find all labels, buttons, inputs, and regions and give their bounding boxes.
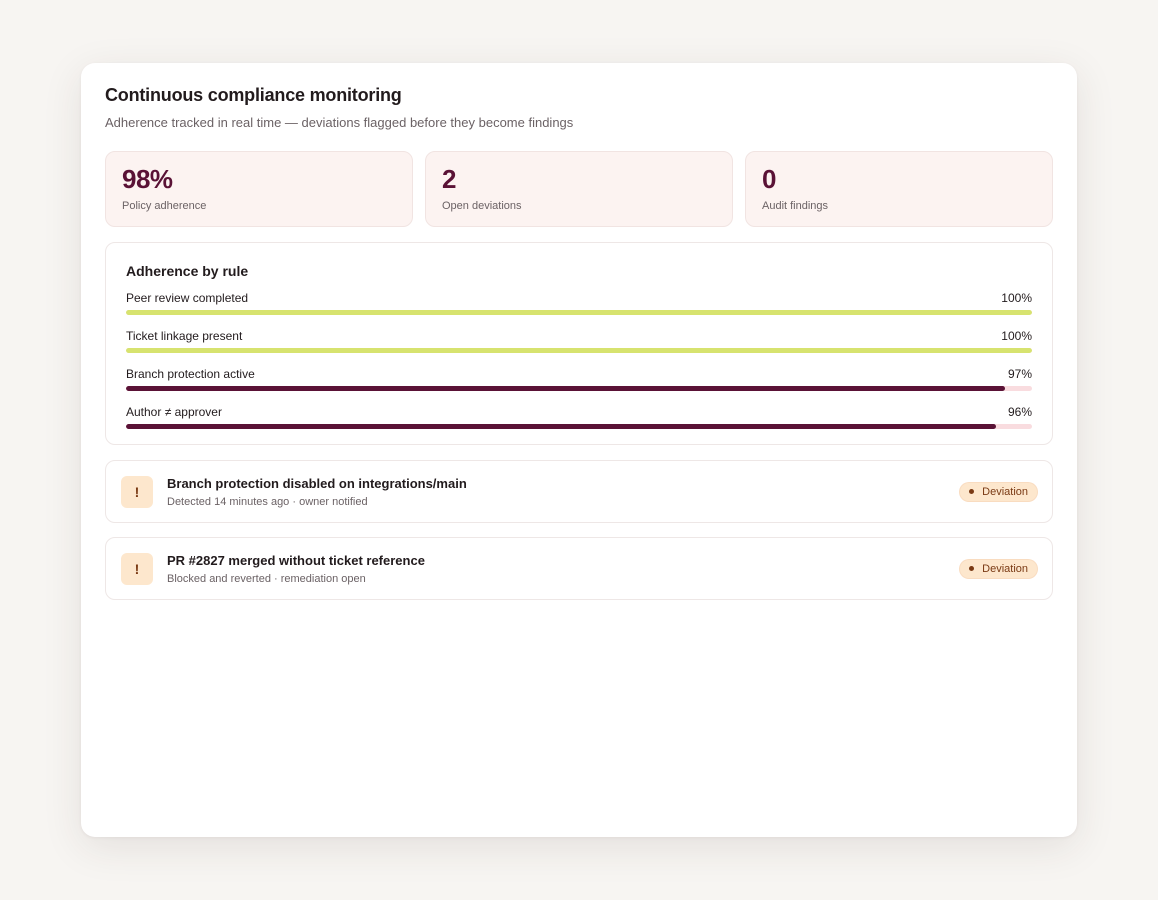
alert-title: Branch protection disabled on integratio… (167, 475, 467, 491)
status-badge: Deviation (960, 482, 1037, 501)
progress-fill (126, 310, 1032, 315)
rule-row: Peer review completed 100% (126, 290, 1032, 315)
deviation-alert[interactable]: ! Branch protection disabled on integrat… (105, 460, 1053, 523)
alert-title: PR #2827 merged without ticket reference (167, 552, 425, 568)
rule-row: Branch protection active 97% (126, 366, 1032, 391)
stat-value: 2 (442, 164, 456, 194)
rule-row: Ticket linkage present 100% (126, 328, 1032, 353)
stat-value: 0 (762, 164, 776, 194)
alert-detail: Detected 14 minutes ago · owner notified (167, 495, 368, 508)
progress-track (126, 424, 1032, 429)
stat-policy-adherence: 98% Policy adherence (105, 151, 413, 227)
rule-percent: 100% (1001, 291, 1032, 305)
rule-label: Peer review completed (126, 291, 249, 305)
progress-track (126, 348, 1032, 353)
exclamation-icon: ! (121, 552, 153, 585)
progress-fill (126, 386, 1005, 391)
stat-label: Policy adherence (122, 200, 207, 212)
rule-percent: 96% (1007, 405, 1032, 419)
alert-detail: Blocked and reverted · remediation open (167, 572, 366, 585)
rule-label: Branch protection active (126, 367, 255, 381)
status-badge-label: Deviation (982, 562, 1028, 575)
deviation-alert[interactable]: ! PR #2827 merged without ticket referen… (105, 537, 1053, 600)
page-subtitle: Adherence tracked in real time — deviati… (105, 115, 574, 130)
progress-fill (126, 424, 996, 429)
status-dot-icon (969, 566, 975, 571)
section-title: Adherence by rule (126, 263, 249, 279)
stat-label: Audit findings (762, 200, 829, 212)
exclamation-icon: ! (121, 475, 153, 508)
status-dot-icon (969, 489, 975, 494)
rule-percent: 97% (1007, 367, 1032, 381)
stat-open-deviations: 2 Open deviations (425, 151, 733, 227)
rule-label: Author ≠ approver (126, 405, 222, 419)
adherence-by-rule-panel: Adherence by rule Peer review completed … (105, 242, 1053, 445)
status-badge-label: Deviation (982, 485, 1028, 498)
progress-track (126, 386, 1032, 391)
rule-label: Ticket linkage present (126, 329, 243, 343)
stat-value: 98% (122, 164, 173, 194)
compliance-card: Continuous compliance monitoring Adheren… (81, 63, 1077, 837)
rule-row: Author ≠ approver 96% (126, 404, 1032, 429)
progress-track (126, 310, 1032, 315)
rule-percent: 100% (1001, 329, 1032, 343)
stat-label: Open deviations (442, 200, 522, 212)
status-badge: Deviation (960, 559, 1037, 578)
stat-audit-findings: 0 Audit findings (745, 151, 1053, 227)
progress-fill (126, 348, 1032, 353)
stats-row: 98% Policy adherence 2 Open deviations 0… (105, 151, 1053, 227)
page-title: Continuous compliance monitoring (105, 85, 402, 105)
